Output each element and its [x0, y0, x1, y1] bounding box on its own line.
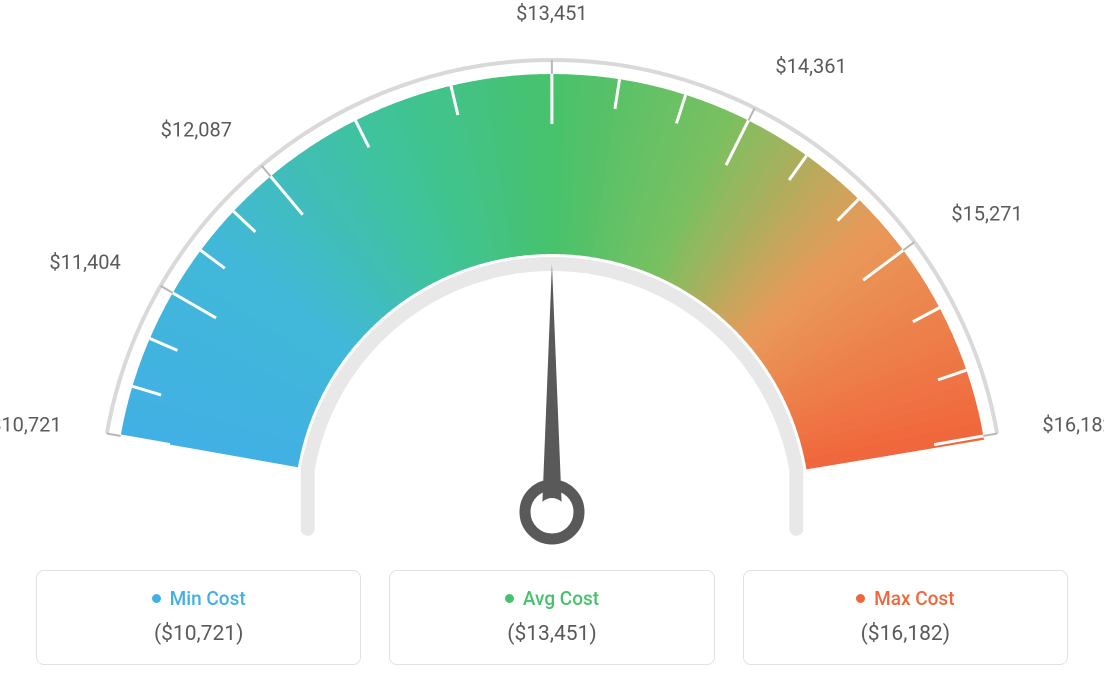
scale-label: $10,721: [0, 413, 62, 437]
legend-value-avg: ($13,451): [390, 622, 713, 646]
legend-title-min: Min Cost: [152, 587, 246, 610]
legend-card-avg: Avg Cost ($13,451): [389, 570, 714, 665]
gauge-svg: $10,721 $11,404 $12,087 $13,451 $14,361 $15,2…: [0, 0, 1104, 560]
legend-value-max: ($16,182): [744, 622, 1067, 646]
legend-dot-min: [152, 594, 161, 603]
needle-base-hole: [538, 498, 566, 526]
scale-label: $14,361: [775, 54, 846, 78]
legend-title-max: Max Cost: [856, 587, 954, 610]
scale-label: $16,182: [1042, 413, 1104, 437]
legend-label-max: Max Cost: [874, 587, 954, 610]
gauge-chart: $10,721 $11,404 $12,087 $13,451 $14,361 $15,2…: [0, 0, 1104, 560]
scale-label: $13,451: [516, 1, 587, 25]
legend-dot-max: [856, 594, 865, 603]
legend-title-avg: Avg Cost: [505, 587, 599, 610]
gauge-needle: [542, 264, 562, 512]
scale-label: $12,087: [161, 117, 232, 141]
legend-value-min: ($10,721): [37, 622, 360, 646]
legend-card-min: Min Cost ($10,721): [36, 570, 361, 665]
legend-card-max: Max Cost ($16,182): [743, 570, 1068, 665]
scale-label: $15,271: [951, 201, 1022, 225]
legend-row: Min Cost ($10,721) Avg Cost ($13,451) Ma…: [0, 570, 1104, 665]
legend-label-avg: Avg Cost: [523, 587, 599, 610]
scale-label: $11,404: [49, 250, 120, 274]
legend-label-min: Min Cost: [170, 587, 246, 610]
legend-dot-avg: [505, 594, 514, 603]
